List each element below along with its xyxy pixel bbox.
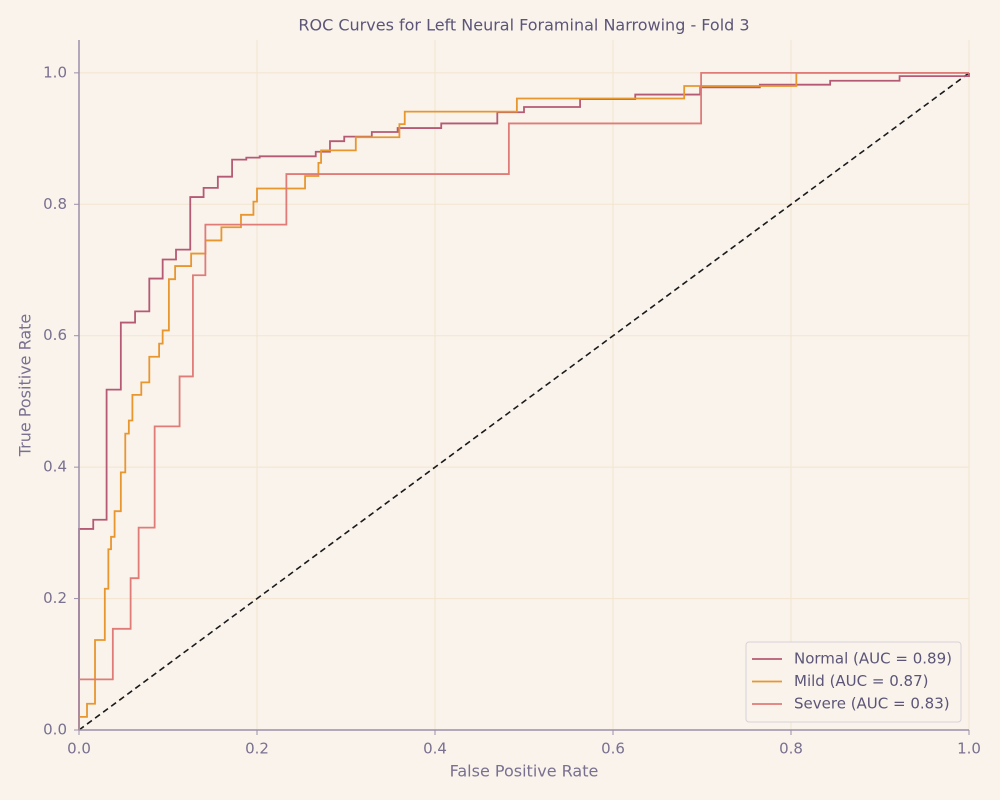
y-tick-label: 1.0 xyxy=(43,63,67,81)
legend-box xyxy=(745,641,962,723)
y-tick-label: 0.4 xyxy=(43,458,67,476)
legend-label: Normal (AUC = 0.89) xyxy=(794,650,952,668)
chart-title: ROC Curves for Left Neural Foraminal Nar… xyxy=(298,16,749,35)
roc-curve xyxy=(78,71,969,730)
grid xyxy=(78,40,970,731)
legend-label: Severe (AUC = 0.83) xyxy=(794,695,950,713)
x-tick-label: 0.6 xyxy=(601,740,625,758)
chance-line xyxy=(78,72,970,731)
y-tick-label: 0.0 xyxy=(43,721,67,739)
x-axis-label: False Positive Rate xyxy=(450,762,599,781)
legend-label: Mild (AUC = 0.87) xyxy=(794,672,929,690)
x-tick-label: 0.2 xyxy=(245,740,269,758)
x-tick-label: 1.0 xyxy=(957,740,981,758)
x-tick-label: 0.8 xyxy=(779,740,803,758)
legend: Normal (AUC = 0.89) Mild (AUC = 0.87) Seve… xyxy=(745,641,962,723)
y-tick-label: 0.8 xyxy=(43,195,67,213)
y-tick-label: 0.6 xyxy=(43,326,67,344)
y-tick-label: 0.2 xyxy=(43,589,67,607)
plot-area xyxy=(78,71,970,730)
y-axis-label: True Positive Rate xyxy=(16,314,35,458)
x-tick-label: 0.0 xyxy=(67,740,91,758)
roc-curve xyxy=(78,72,970,730)
roc-curve xyxy=(78,71,969,730)
x-tick-label: 0.4 xyxy=(423,740,447,758)
